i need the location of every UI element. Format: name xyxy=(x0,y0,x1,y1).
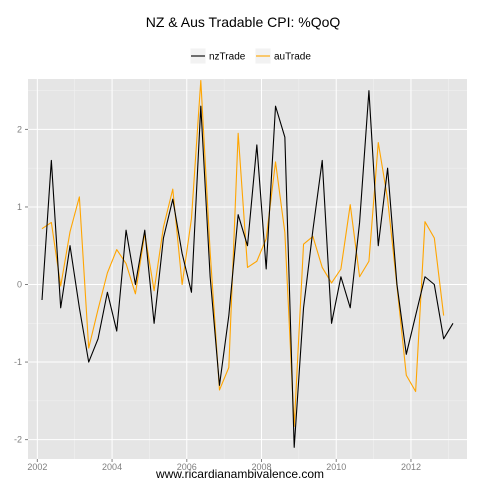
y-tick-label: 1 xyxy=(17,202,22,212)
y-tick-label: 0 xyxy=(17,280,22,290)
x-tick-label: 2002 xyxy=(27,462,47,472)
series-layer xyxy=(41,80,454,448)
chart-title: NZ & Aus Tradable CPI: %QoQ xyxy=(146,14,341,30)
x-tick-label: 2010 xyxy=(326,462,346,472)
x-tick-label: 2012 xyxy=(401,462,421,472)
grid-minor xyxy=(28,79,467,459)
y-tick-label: -2 xyxy=(14,435,22,445)
x-axis: 2002 2004 2006 2008 2010 2012 xyxy=(27,459,421,472)
legend-item-auTrade: auTrade xyxy=(254,47,311,65)
x-tick-label: 2004 xyxy=(102,462,122,472)
y-axis: -2 -1 0 1 2 xyxy=(14,124,28,445)
x-tick-label: 2006 xyxy=(177,462,197,472)
legend-item-nzTrade: nzTrade xyxy=(189,47,246,65)
series-line-nzTrade xyxy=(41,90,454,448)
legend-label: nzTrade xyxy=(209,52,246,63)
y-tick-label: 2 xyxy=(17,124,22,134)
caption: www.ricardianambivalence.com xyxy=(155,467,324,480)
series-line-auTrade xyxy=(41,80,445,427)
x-tick-label: 2008 xyxy=(251,462,271,472)
y-tick-label: -1 xyxy=(14,357,22,367)
grid-major xyxy=(28,79,467,459)
legend: nzTrade auTrade xyxy=(189,47,311,65)
legend-label: auTrade xyxy=(274,52,311,63)
plot-panel xyxy=(28,79,467,459)
